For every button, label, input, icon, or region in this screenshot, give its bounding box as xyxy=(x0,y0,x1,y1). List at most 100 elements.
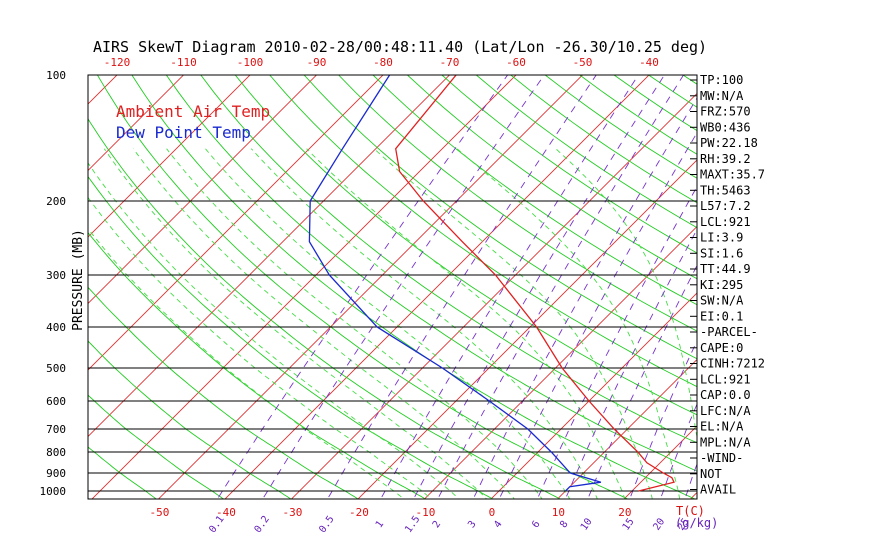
dry-adiabat-line xyxy=(828,0,870,508)
dry-adiabat-line xyxy=(165,75,697,472)
dry-adiabat-line xyxy=(798,0,870,508)
moist-adiabat-line xyxy=(88,227,405,499)
mixing-ratio-label: 2 xyxy=(431,519,443,530)
mixing-ratio-label: 0.2 xyxy=(253,514,272,535)
grid-lines xyxy=(0,0,870,508)
bottom-temp-tick-label: -10 xyxy=(415,506,435,519)
mixing-ratio-line xyxy=(326,75,597,499)
dry-adiabat-line xyxy=(88,117,562,499)
stability-index-label: RH:39.2 xyxy=(700,152,751,166)
pressure-tick-label: 900 xyxy=(46,467,66,480)
mixing-ratio-line xyxy=(216,75,508,499)
pressure-tick-label: 300 xyxy=(46,269,66,282)
bottom-temp-tick-label: 20 xyxy=(618,506,631,519)
mixing-ratio-label: 20 xyxy=(651,516,667,532)
moist-adiabat-line xyxy=(306,148,626,499)
top-temp-tick-label: -40 xyxy=(639,56,659,69)
bottom-temperature-axis: -50 -40 -30 -20 -10 0 10 200.1 0.2 0.5 1 1.5 2 3 4 6 8 10… xyxy=(149,506,691,535)
stability-index-label: TH:5463 xyxy=(700,183,751,197)
stability-index-label: MPL:N/A xyxy=(700,435,751,449)
mixing-ratio-label: 4 xyxy=(492,519,504,530)
isotherm-line xyxy=(490,292,697,499)
mixing-ratio-label: 10 xyxy=(579,516,595,532)
stability-index-label: TT:44.9 xyxy=(700,262,751,276)
stability-index-label: CINH:7212 xyxy=(700,357,765,371)
ambient-air-temp-line xyxy=(395,75,675,492)
pressure-tick-label: 1000 xyxy=(40,485,67,498)
dry-adiabat-line xyxy=(88,231,427,499)
isotherm-line xyxy=(157,75,584,499)
stability-index-label: -PARCEL- xyxy=(700,325,758,339)
isotherm-line xyxy=(88,75,118,105)
top-temp-tick-label: -80 xyxy=(373,56,393,69)
bottom-temp-tick-label: -20 xyxy=(349,506,369,519)
stability-index-label: LFC:N/A xyxy=(700,404,751,418)
stability-index-label: MAXT:35.7 xyxy=(700,168,765,182)
mixing-ratio-label: 8 xyxy=(558,519,570,530)
isotherm-line xyxy=(88,75,318,305)
mixing-ratio-line xyxy=(684,462,697,499)
stability-index-label: KI:295 xyxy=(700,278,743,292)
dry-adiabat-line xyxy=(620,0,870,508)
pressure-tick-label: 200 xyxy=(46,195,66,208)
top-temp-tick-label: -60 xyxy=(506,56,526,69)
stability-index-label: EI:0.1 xyxy=(700,309,743,323)
dry-adiabat-line xyxy=(303,75,697,360)
pressure-axis: 100 200 300 400 500 600 700 800 900 1000 xyxy=(40,69,67,498)
pressure-tick-label: 800 xyxy=(46,446,66,459)
pressure-tick-label: 400 xyxy=(46,321,66,334)
mixing-ratio-line xyxy=(587,264,697,499)
stability-index-label: LCL:921 xyxy=(700,215,751,229)
dry-adiabat-line xyxy=(544,75,697,179)
stability-index-label: CAPE:0 xyxy=(700,341,743,355)
stability-index-label: SI:1.6 xyxy=(700,246,743,260)
moist-adiabat-line xyxy=(103,148,488,499)
isotherm-line xyxy=(357,159,697,499)
chart-title: AIRS SkewT Diagram 2010-02-28/00:48:11.4… xyxy=(93,38,707,56)
top-temp-tick-label: -120 xyxy=(104,56,131,69)
isotherm-line xyxy=(423,225,697,499)
dry-adiabat-line xyxy=(88,446,157,499)
bottom-temp-tick-label: -40 xyxy=(216,506,236,519)
dry-adiabat-line xyxy=(769,0,870,508)
pressure-tick-label: 600 xyxy=(46,395,66,408)
moist-adiabat-line xyxy=(373,148,653,499)
pressure-tick-label: 500 xyxy=(46,362,66,375)
stability-index-label: CAP:0.0 xyxy=(700,388,751,402)
bottom-temp-tick-label: 0 xyxy=(489,506,496,519)
mixing-ratio-line xyxy=(437,75,684,499)
stability-index-label: EL:N/A xyxy=(700,420,744,434)
moist-adiabat-line xyxy=(205,148,571,499)
mixing-ratio-line xyxy=(262,75,545,499)
bottom-temp-tick-label: -50 xyxy=(149,506,169,519)
dry-adiabat-line xyxy=(441,75,697,254)
mixing-ratio-label: 6 xyxy=(530,519,542,530)
stability-index-label: PW:22.18 xyxy=(700,136,758,150)
temperature-unit-label: T(C) xyxy=(676,504,705,518)
pressure-tick-label: 100 xyxy=(46,69,66,82)
dry-adiabat-line xyxy=(858,0,870,508)
moist-adiabat-line xyxy=(166,148,543,499)
dry-adiabat-line xyxy=(372,75,697,306)
dry-adiabat-line xyxy=(96,75,629,499)
dry-adiabat-line xyxy=(269,75,697,388)
moist-adiabat-line xyxy=(250,148,598,499)
top-temp-tick-label: -110 xyxy=(170,56,197,69)
dry-adiabat-line xyxy=(739,0,870,508)
dry-adiabat-line xyxy=(234,75,697,416)
profile-lines xyxy=(308,75,675,492)
legend-ambient-air-temp: Ambient Air Temp xyxy=(116,102,270,121)
dry-adiabat-line xyxy=(200,75,697,444)
mixing-ratio-label: 0.5 xyxy=(317,514,336,535)
dry-adiabat-line xyxy=(337,75,697,332)
bottom-temp-tick-label: 10 xyxy=(552,506,565,519)
stability-index-label: LI:3.9 xyxy=(700,231,743,245)
stability-index-label: L57:7.2 xyxy=(700,199,751,213)
isotherm-line xyxy=(0,0,10,508)
moist-adiabat-line xyxy=(555,148,697,440)
top-temp-tick-label: -100 xyxy=(237,56,264,69)
mixing-ratio-line xyxy=(412,75,665,499)
top-temp-tick-label: -90 xyxy=(307,56,327,69)
